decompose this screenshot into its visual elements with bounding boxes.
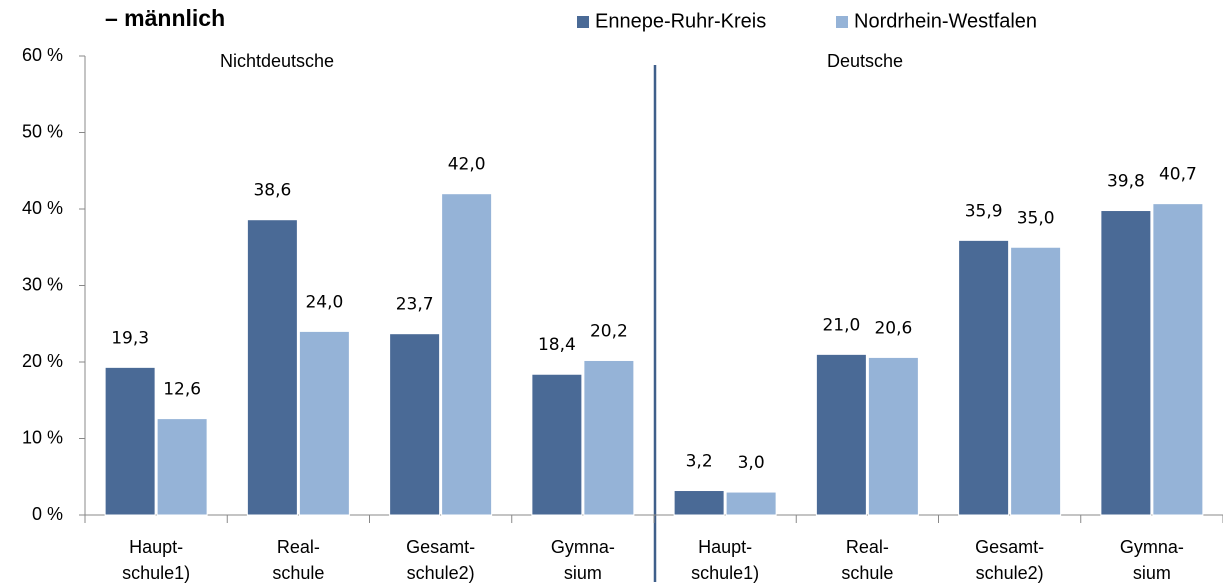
value-label: 24,0 (305, 292, 343, 312)
chart-title: – männlich (105, 5, 225, 31)
bar (815, 353, 867, 516)
y-tick-label: 40 % (22, 198, 63, 218)
bar (583, 359, 635, 516)
bar (441, 193, 493, 516)
bar (1010, 246, 1062, 516)
bar (298, 330, 350, 516)
x-tick-label: Haupt-schule1) (691, 537, 759, 583)
value-label: 21,0 (822, 315, 860, 335)
group-label: Nichtdeutsche (220, 51, 334, 71)
group-label: Deutsche (827, 51, 903, 71)
bar (156, 418, 208, 516)
x-tick-label: Gymna-sium (1120, 537, 1184, 583)
bar (1100, 210, 1152, 516)
x-tick-label: Haupt-schule1) (122, 537, 190, 583)
y-tick-label: 0 % (32, 504, 63, 524)
bar (531, 373, 583, 516)
bar (673, 490, 725, 516)
bar (958, 239, 1010, 516)
value-label: 12,6 (163, 380, 201, 400)
x-tick-label: Gesamt-schule2) (975, 537, 1044, 583)
bar (1152, 203, 1204, 516)
value-label: 3,2 (686, 452, 713, 472)
legend-swatch (836, 16, 848, 28)
bar (104, 366, 156, 516)
value-label: 35,0 (1017, 208, 1055, 228)
value-label: 20,2 (590, 321, 628, 341)
y-tick-label: 30 % (22, 274, 63, 294)
value-label: 23,7 (396, 295, 434, 315)
value-label: 20,6 (874, 318, 912, 338)
y-tick-label: 10 % (22, 427, 63, 447)
x-tick-label: Gesamt-schule2) (406, 537, 475, 583)
value-label: 3,0 (738, 453, 765, 473)
x-tick-label: Real-schule (272, 537, 324, 583)
value-label: 35,9 (965, 201, 1003, 221)
value-label: 38,6 (253, 181, 291, 201)
value-label: 19,3 (111, 328, 149, 348)
x-tick-label: Gymna-sium (551, 537, 615, 583)
y-tick-label: 60 % (22, 45, 63, 65)
value-label: 42,0 (448, 155, 486, 175)
legend-label: Nordrhein-Westfalen (854, 10, 1037, 32)
y-tick-label: 20 % (22, 351, 63, 371)
value-label: 39,8 (1107, 172, 1145, 192)
bar (867, 356, 919, 516)
bar (725, 491, 777, 516)
bar (389, 333, 441, 516)
legend-label: Ennepe-Ruhr-Kreis (595, 10, 766, 32)
y-tick-label: 50 % (22, 121, 63, 141)
bar (246, 219, 298, 516)
value-label: 18,4 (538, 335, 576, 355)
x-tick-label: Real-schule (841, 537, 893, 583)
value-label: 40,7 (1159, 165, 1197, 185)
legend-swatch (577, 16, 589, 28)
